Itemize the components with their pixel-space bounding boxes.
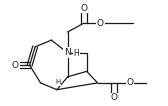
Text: O: O <box>127 78 134 87</box>
Text: O: O <box>97 19 104 28</box>
Text: O: O <box>110 93 117 102</box>
Text: O: O <box>80 4 88 13</box>
Text: H: H <box>56 79 61 85</box>
Text: H: H <box>74 49 79 58</box>
Text: N: N <box>64 48 70 57</box>
Text: O: O <box>12 61 19 70</box>
